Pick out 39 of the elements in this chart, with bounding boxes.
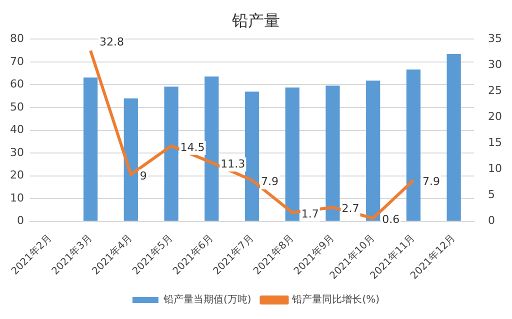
data-label: 7.9 bbox=[422, 175, 440, 188]
data-label: 7.9 bbox=[261, 175, 278, 188]
bar bbox=[124, 98, 138, 221]
data-label: 2.7 bbox=[342, 202, 360, 216]
data-label: 11.3 bbox=[220, 157, 246, 170]
data-label: 0.6 bbox=[382, 213, 400, 226]
bar bbox=[83, 77, 98, 221]
y2-tick-label: 0 bbox=[488, 214, 496, 228]
y2-tick-label: 10 bbox=[488, 162, 502, 176]
y-tick-label: 80 bbox=[10, 32, 24, 46]
bar bbox=[406, 69, 421, 221]
bar bbox=[326, 86, 340, 221]
legend-label: 铅产量当期值(万吨) bbox=[162, 294, 252, 306]
y-tick-label: 50 bbox=[10, 100, 24, 114]
data-label: 14.5 bbox=[180, 140, 205, 154]
y-tick-label: 10 bbox=[10, 191, 24, 204]
legend-label: 铅产量同比增长(%) bbox=[291, 294, 380, 306]
y2-tick-label: 15 bbox=[488, 136, 502, 150]
y-tick-label: 20 bbox=[10, 168, 24, 182]
chart-title: 铅产量 bbox=[231, 10, 280, 30]
bar bbox=[164, 86, 178, 221]
data-label: 1.7 bbox=[301, 207, 319, 220]
data-label: 32.8 bbox=[100, 36, 124, 49]
y2-tick-label: 5 bbox=[488, 188, 496, 202]
y-tick-label: 30 bbox=[10, 146, 24, 159]
y-tick-label: 60 bbox=[10, 78, 24, 91]
data-label: 9 bbox=[140, 169, 147, 182]
y2-tick-label: 20 bbox=[488, 110, 502, 124]
y-tick-label: 40 bbox=[10, 123, 24, 136]
bar bbox=[285, 87, 300, 221]
y-tick-label: 70 bbox=[10, 54, 24, 68]
bar bbox=[446, 54, 461, 221]
y2-tick-label: 35 bbox=[488, 32, 502, 46]
y-tick-label: 0 bbox=[16, 214, 24, 228]
y2-tick-label: 30 bbox=[488, 58, 502, 72]
y2-tick-label: 25 bbox=[488, 84, 502, 98]
bar bbox=[204, 76, 219, 221]
bar bbox=[366, 80, 380, 221]
bar bbox=[244, 92, 260, 221]
